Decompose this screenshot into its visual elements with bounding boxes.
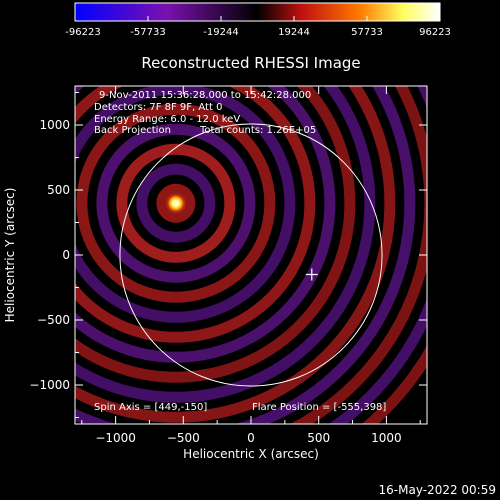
annotation-spin-axis: Spin Axis = [449,-150] <box>94 402 207 413</box>
ring <box>76 103 276 303</box>
ring <box>75 86 316 343</box>
ring <box>96 123 256 283</box>
annotation-time-range: 9-Nov-2011 15:36:28.000 to 15:42:28.000 <box>99 90 311 101</box>
ring <box>75 86 416 424</box>
y-tick-label: 500 <box>47 183 70 197</box>
axis-ticks <box>75 86 427 424</box>
x-tick-label: 0 <box>247 431 255 445</box>
colorbar-tick-label: 19244 <box>278 27 310 38</box>
ring <box>75 86 336 363</box>
colorbar-tick-label: -19244 <box>203 27 238 38</box>
ring <box>75 86 396 423</box>
ring <box>75 86 296 323</box>
flare-source <box>164 192 187 215</box>
y-tick-label: −1000 <box>29 378 70 392</box>
colorbar-tick-label: -57733 <box>130 27 165 38</box>
y-tick-label: 1000 <box>39 118 70 132</box>
annotation-energy-range: Energy Range: 6.0 - 12.0 keV <box>94 114 240 125</box>
colorbar-tick-label: -96223 <box>65 27 100 38</box>
x-tick-label: −1000 <box>95 431 136 445</box>
x-tick-label: 1000 <box>371 431 402 445</box>
ring <box>75 86 376 403</box>
annotation-total-counts: Total counts: 1.26E+05 <box>199 125 316 136</box>
ring <box>116 143 236 263</box>
ring <box>156 183 196 223</box>
colorbar-tick-label: 57733 <box>351 27 383 38</box>
x-tick-label: −500 <box>167 431 200 445</box>
annotation-method: Back Projection <box>94 125 171 136</box>
x-axis-title: Heliocentric X (arcsec) <box>183 447 319 461</box>
axis-tick-labels: −1000 −500 0 500 1000 −1000 −500 0 500 1000 <box>29 118 401 445</box>
colorbar <box>74 2 441 22</box>
spin-axis-cross-marker <box>305 268 318 281</box>
solar-limb-circle <box>119 123 383 387</box>
annotation-detectors: Detectors: 7F 8F 9F, Att 0 <box>94 102 222 113</box>
ring <box>75 86 356 383</box>
ring <box>136 163 216 243</box>
colorbar-ticks: -96223 -57733 -19244 19244 57733 96223 <box>65 16 451 38</box>
colorbar-tick-label: 96223 <box>419 27 451 38</box>
chart-title: Reconstructed RHESSI Image <box>141 54 360 72</box>
annotation-flare-position: Flare Position = [-555,398] <box>252 402 386 413</box>
back-projection-rings <box>75 86 427 424</box>
footer-date: 16-May-2022 00:59 <box>379 483 496 497</box>
x-tick-label: 500 <box>307 431 330 445</box>
y-tick-label: −500 <box>37 313 70 327</box>
y-tick-label: 0 <box>62 248 70 262</box>
y-axis-title: Heliocentric Y (arcsec) <box>3 188 17 323</box>
